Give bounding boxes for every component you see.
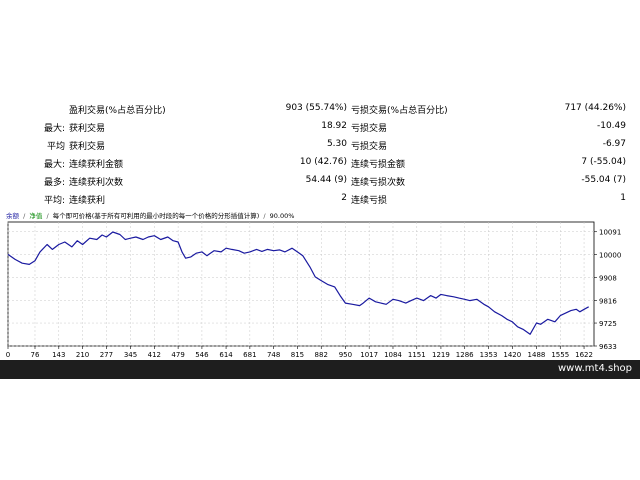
chart-model-quality: 90.00% [269, 212, 295, 220]
x-tick-label: 1017 [360, 351, 378, 359]
stats-label: 获利交易 [69, 124, 106, 134]
stats-label: 亏损交易 [351, 142, 388, 152]
legend-separator: / [46, 212, 49, 220]
stats-row: 最多: 连续获利次数 54.44 (9) 连续亏损次数 -55.04 (7) [0, 172, 640, 190]
x-tick-label: 412 [148, 351, 161, 359]
stats-prefix: 最大: [43, 160, 65, 170]
stats-value: -6.97 [602, 139, 626, 149]
x-tick-label: 0 [6, 351, 10, 359]
y-tick-label: 9633 [599, 343, 617, 351]
x-tick-label: 1084 [384, 351, 402, 359]
stats-label: 亏损交易 [351, 124, 388, 134]
legend-equity: 净值 [29, 212, 43, 220]
x-tick-label: 345 [124, 351, 137, 359]
plot-frame [7, 221, 595, 347]
stats-label: 亏损交易(%占总百分比) [351, 106, 448, 116]
stats-value: 2 [341, 193, 347, 203]
x-tick-label: 210 [76, 351, 89, 359]
stats-label: 连续亏损次数 [351, 178, 406, 188]
chart-canvas: 9633 9725 9816 9908 10000 10091 0 76 143 210 277 34… [6, 221, 621, 359]
x-tick-label: 681 [243, 351, 256, 359]
stats-value: 54.44 (9) [305, 175, 347, 185]
stats-label: 连续亏损 [351, 196, 388, 206]
site-watermark: www.mt4.shop [557, 363, 632, 374]
y-tick-label: 9816 [599, 297, 617, 305]
stats-value: -10.49 [596, 121, 626, 131]
x-tick-label: 1151 [408, 351, 426, 359]
x-tick-label: 614 [219, 351, 233, 359]
x-tick-label: 950 [339, 351, 352, 359]
x-tick-label: 1555 [551, 351, 569, 359]
x-tick-label: 143 [52, 351, 65, 359]
legend-balance: 余额 [6, 212, 19, 220]
x-tick-label: 1420 [503, 351, 521, 359]
bottom-bar: www.mt4.shop [0, 360, 640, 379]
stats-value: 1 [620, 193, 626, 203]
x-tick-label: 479 [171, 351, 184, 359]
x-tick-label: 882 [315, 351, 328, 359]
y-tick-label: 9725 [599, 320, 617, 328]
chart-model-note: 每个即可价格(基于所有可利用的最小时段的每一个价格的分形插值计算) [52, 212, 260, 220]
stats-label: 连续获利 [69, 196, 106, 206]
legend-separator: / [23, 212, 26, 220]
legend-separator: / [263, 212, 266, 220]
x-tick-label: 277 [100, 351, 113, 359]
chart-header: 余额 / 净值 / 每个即可价格(基于所有可利用的最小时段的每一个价格的分形插值… [6, 210, 294, 222]
stats-value: 10 (42.76) [299, 157, 347, 167]
x-tick-label: 1353 [480, 351, 498, 359]
stats-prefix: 最多: [43, 178, 65, 188]
stats-prefix: 最大: [43, 124, 65, 134]
stats-prefix: 平均: [43, 196, 65, 206]
stats-row: 最大: 获利交易 18.92 亏损交易 -10.49 [0, 118, 640, 136]
stats-value: 5.30 [326, 139, 347, 149]
stats-row: 盈利交易(%占总百分比) 903 (55.74%) 亏损交易(%占总百分比) 717 … [0, 100, 640, 118]
stats-value: 18.92 [321, 121, 347, 131]
x-tick-label: 546 [195, 351, 209, 359]
balance-chart: 余额 / 净值 / 每个即可价格(基于所有可利用的最小时段的每一个价格的分形插值… [6, 210, 634, 360]
x-tick-label: 815 [291, 351, 304, 359]
x-tick-label: 76 [31, 351, 40, 359]
stats-row: 最大: 连续获利金额 10 (42.76) 连续亏损金额 7 (-55.04) [0, 154, 640, 172]
y-tick-label: 10000 [599, 251, 621, 259]
balance-series-line [7, 231, 589, 335]
stats-value: 7 (-55.04) [581, 157, 626, 167]
stats-label: 获利交易 [69, 142, 106, 152]
stats-label: 盈利交易(%占总百分比) [69, 106, 166, 116]
x-tick-label: 1488 [528, 351, 546, 359]
y-tick-label: 9908 [599, 274, 617, 282]
y-tick-label: 10091 [599, 229, 621, 237]
stats-value: -55.04 (7) [581, 175, 626, 185]
stats-value: 903 (55.74%) [285, 103, 347, 113]
stats-label: 连续获利金额 [69, 160, 124, 170]
x-tick-label: 1622 [575, 351, 593, 359]
stats-label: 连续获利次数 [69, 178, 124, 188]
stats-prefix: 平均 [46, 142, 65, 152]
stats-row: 平均 获利交易 5.30 亏损交易 -6.97 [0, 136, 640, 154]
x-tick-label: 748 [267, 351, 280, 359]
stats-value: 717 (44.26%) [564, 103, 626, 113]
stats-table: 盈利交易(%占总百分比) 903 (55.74%) 亏损交易(%占总百分比) 717 … [0, 100, 640, 208]
x-tick-label: 1286 [456, 351, 474, 359]
x-tick-label: 1219 [432, 351, 450, 359]
stats-label: 连续亏损金额 [351, 160, 406, 170]
stats-row: 平均: 连续获利 2 连续亏损 1 [0, 190, 640, 208]
